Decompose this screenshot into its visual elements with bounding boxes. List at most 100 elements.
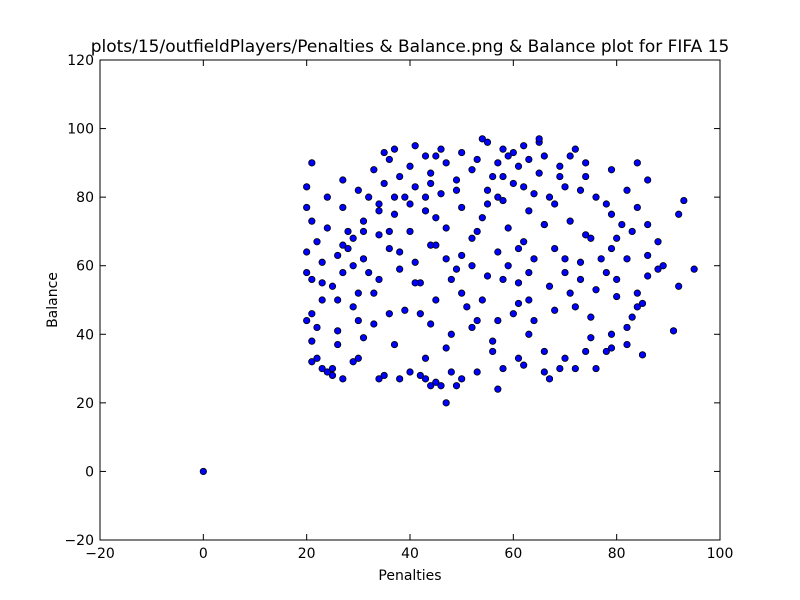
data-point	[483, 186, 492, 194]
axis-ticks: −20 0 20 40 60 80 100 −20 0 20 40 60 80 100 120	[64, 53, 733, 562]
data-point	[390, 145, 399, 153]
data-point	[359, 255, 368, 263]
data-point	[540, 347, 548, 356]
data-point	[421, 152, 430, 160]
data-point	[576, 275, 585, 284]
data-point	[390, 340, 399, 349]
data-point	[587, 313, 595, 321]
data-point	[458, 289, 466, 297]
data-point	[618, 220, 626, 229]
data-point	[654, 238, 662, 246]
data-point	[447, 368, 455, 376]
data-point	[359, 227, 368, 236]
data-point	[432, 296, 440, 304]
data-point	[504, 262, 512, 270]
data-point	[473, 155, 481, 164]
data-point	[489, 337, 497, 345]
data-points	[199, 135, 698, 476]
data-point	[339, 176, 347, 184]
data-point	[514, 299, 523, 308]
data-point	[318, 279, 326, 287]
data-point	[401, 306, 409, 314]
data-point	[592, 364, 600, 373]
data-point	[339, 268, 347, 277]
data-point	[494, 385, 502, 393]
data-point	[323, 368, 331, 376]
data-point	[628, 313, 636, 321]
data-point	[659, 262, 667, 270]
data-point	[489, 172, 497, 181]
data-point	[540, 368, 548, 376]
data-point	[318, 296, 326, 304]
data-point	[509, 179, 517, 188]
data-point	[535, 169, 543, 177]
data-point	[334, 327, 342, 335]
data-point	[334, 296, 342, 304]
data-point	[530, 190, 538, 198]
data-point	[390, 193, 399, 201]
data-point	[561, 354, 569, 362]
data-point	[669, 327, 678, 335]
data-point	[499, 364, 507, 373]
data-point	[597, 255, 605, 263]
data-point	[421, 207, 430, 215]
data-point	[313, 238, 321, 246]
data-point	[530, 316, 538, 325]
data-point	[427, 169, 435, 177]
data-point	[344, 244, 352, 253]
data-point	[633, 303, 641, 311]
data-point	[489, 347, 497, 356]
data-point	[644, 251, 652, 260]
data-point	[602, 200, 610, 208]
data-point	[375, 375, 383, 383]
data-point	[432, 214, 440, 222]
data-point	[478, 214, 486, 222]
data-point	[638, 351, 647, 359]
data-point	[633, 203, 641, 212]
data-point	[308, 358, 316, 366]
data-point	[432, 378, 440, 386]
data-point	[535, 135, 543, 143]
data-point	[437, 145, 445, 153]
data-point	[468, 234, 476, 242]
data-point	[303, 248, 311, 256]
data-point	[437, 382, 445, 390]
plot-area	[99, 59, 721, 541]
data-point	[406, 227, 414, 236]
data-point	[623, 255, 631, 263]
data-point	[339, 241, 347, 249]
data-point	[385, 244, 393, 253]
data-point	[582, 231, 590, 239]
data-point	[458, 148, 466, 157]
data-point	[452, 186, 461, 194]
data-point	[313, 354, 321, 362]
data-point	[499, 172, 507, 181]
data-point	[339, 375, 347, 383]
data-point	[432, 152, 440, 160]
data-point	[421, 375, 430, 383]
data-point	[499, 145, 507, 153]
data-point	[494, 193, 502, 201]
y-axis-title: Balance	[45, 272, 61, 328]
data-point	[416, 310, 424, 318]
data-point	[365, 268, 373, 277]
data-point	[427, 241, 435, 249]
data-point	[344, 227, 352, 236]
data-point	[607, 166, 616, 174]
data-point	[328, 364, 337, 373]
data-point	[623, 186, 631, 194]
data-point	[551, 200, 559, 208]
data-point	[587, 334, 595, 342]
data-point	[468, 262, 476, 270]
data-point	[323, 193, 331, 201]
data-point	[623, 340, 631, 349]
data-point	[623, 323, 631, 332]
data-point	[545, 375, 554, 383]
data-point	[494, 316, 502, 325]
data-point	[566, 152, 574, 160]
data-point	[334, 251, 342, 260]
data-point	[303, 268, 311, 277]
x-tick-label: 100	[707, 546, 734, 562]
data-point	[411, 142, 419, 150]
data-point	[339, 203, 347, 212]
